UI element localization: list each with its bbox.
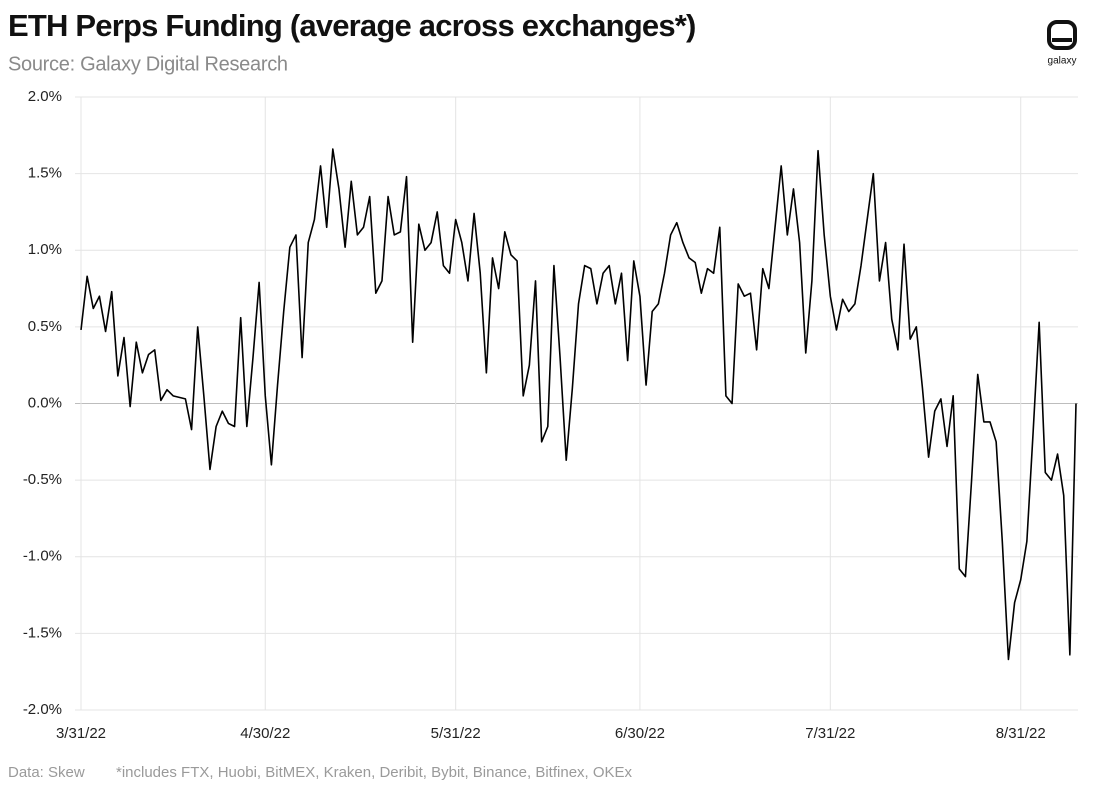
y-tick-label: 1.0% — [28, 241, 62, 258]
x-tick-label: 6/30/22 — [615, 725, 665, 742]
y-tick-label: 0.0% — [28, 394, 62, 411]
y-tick-label: -1.5% — [23, 624, 62, 641]
y-tick-label: 2.0% — [28, 88, 62, 105]
x-tick-label: 5/31/22 — [431, 725, 481, 742]
logo-icon — [1047, 20, 1077, 50]
y-tick-label: 1.5% — [28, 165, 62, 182]
footnote: *includes FTX, Huobi, BitMEX, Kraken, De… — [116, 764, 633, 781]
chart-subtitle: Source: Galaxy Digital Research — [8, 53, 288, 75]
x-tick-label: 8/31/22 — [996, 725, 1046, 742]
y-tick-label: 0.5% — [28, 318, 62, 335]
y-tick-label: -0.5% — [23, 471, 62, 488]
x-tick-label: 4/30/22 — [240, 725, 290, 742]
chart-title: ETH Perps Funding (average across exchan… — [8, 8, 696, 43]
x-tick-label: 3/31/22 — [56, 725, 106, 742]
y-tick-label: -2.0% — [23, 701, 62, 718]
logo-text: galaxy — [1048, 56, 1077, 67]
logo: galaxy — [1047, 20, 1077, 67]
x-tick-label: 7/31/22 — [805, 725, 855, 742]
y-tick-label: -1.0% — [23, 548, 62, 565]
footnote: Data: Skew — [8, 764, 85, 781]
line-series — [80, 148, 1077, 661]
